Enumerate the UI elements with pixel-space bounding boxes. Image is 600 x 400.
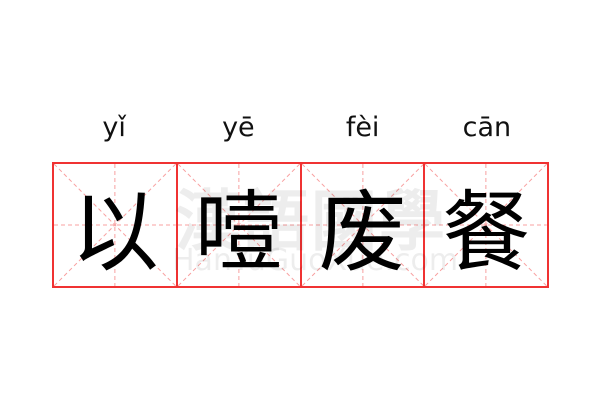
guide-line [178,164,300,286]
character-cell: 餐 [425,164,547,286]
character-grid: 以 噎 废 餐 [52,162,549,288]
character-4: 餐 [442,180,531,284]
pinyin-1: yǐ [102,112,126,143]
pinyin-4: cān [462,112,512,143]
guide-lines [425,164,547,286]
guide-line [302,164,424,286]
guide-line [425,164,547,286]
pinyin-3: fèi [345,112,380,143]
character-cell: 废 [302,164,426,286]
pinyin-2: yē [222,112,255,143]
guide-lines [54,164,176,286]
guide-lines [302,164,424,286]
guide-lines [178,164,300,286]
character-3: 废 [318,180,407,284]
character-cell: 以 [54,164,178,286]
character-1: 以 [70,180,159,284]
character-cell: 噎 [178,164,302,286]
pinyin-row: yǐ yē fèi cān [52,108,549,148]
guide-line [54,164,176,286]
character-2: 噎 [194,180,283,284]
